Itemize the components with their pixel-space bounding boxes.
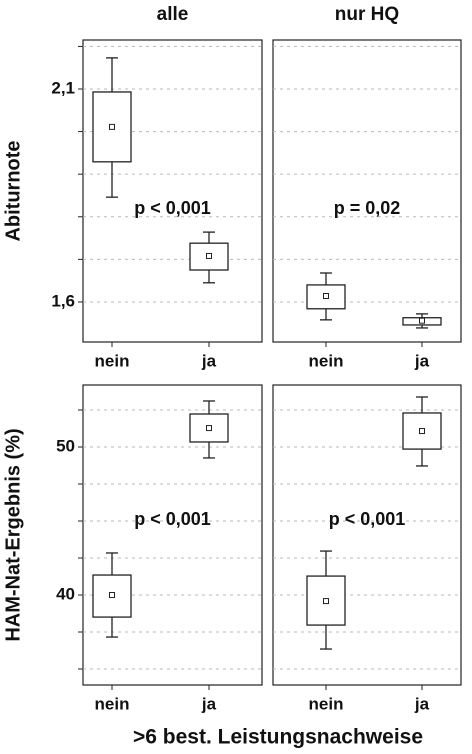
median-marker [206,425,212,432]
x-axis-label: >6 best. Leistungsnachweise [133,726,423,749]
panel-title: nur HQ [335,4,399,25]
median-marker [206,252,212,259]
x-tick-label: ja [201,351,217,370]
annotation: p = 0,02 [334,198,401,218]
annotation: p < 0,001 [134,198,211,218]
y-axis-label: Abiturnote [2,140,24,241]
annotation: p < 0,001 [134,509,211,529]
x-tick-label: ja [201,694,217,713]
median-marker [419,317,425,324]
median-marker [323,292,329,299]
x-tick-label: nein [95,351,130,370]
panel-title: alle [157,4,189,25]
y-axis-label: HAM-Nat-Ergebnis (%) [2,428,24,641]
median-marker [419,428,425,435]
y-tick-label: 2,1 [51,78,75,97]
median-marker [109,592,115,599]
panel [82,39,263,343]
panel [82,384,263,686]
y-tick-label: 1,6 [51,291,75,310]
y-tick-label: 50 [56,436,75,455]
x-tick-label: ja [414,694,430,713]
annotation: p < 0,001 [329,509,406,529]
median-marker [323,598,329,605]
x-tick-label: nein [309,351,344,370]
median-marker [109,123,115,130]
x-tick-label: nein [95,694,130,713]
y-tick-label: 40 [56,584,75,603]
x-tick-label: ja [414,351,430,370]
x-tick-label: nein [309,694,344,713]
panel [272,39,462,343]
